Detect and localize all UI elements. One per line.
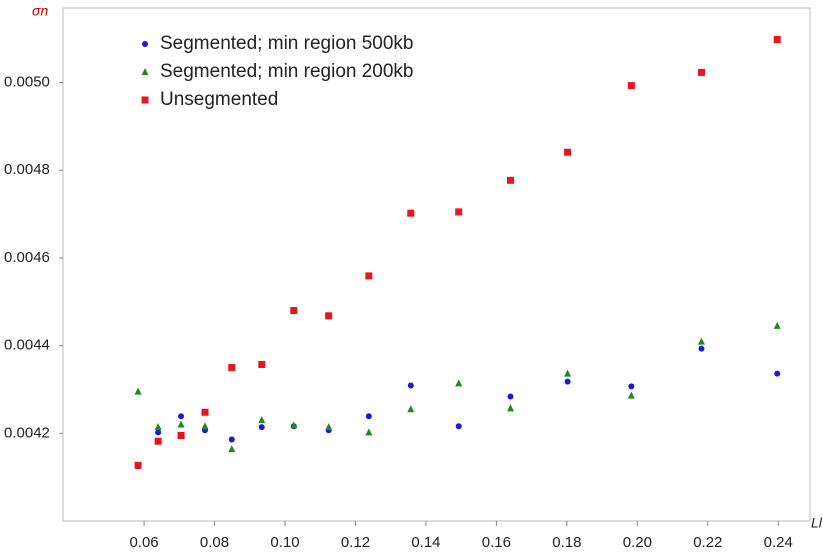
x-tick-label: 0.22	[693, 534, 722, 551]
point	[290, 421, 298, 429]
point	[155, 429, 162, 436]
legend-label: Unsegmented	[160, 89, 278, 110]
point	[697, 337, 705, 345]
y-tick-label: 0.0048	[4, 161, 50, 178]
point	[773, 36, 781, 44]
point	[365, 413, 372, 420]
legend-marker	[141, 68, 149, 75]
point	[258, 360, 266, 368]
point	[201, 422, 209, 430]
point	[177, 420, 185, 428]
point	[506, 404, 514, 412]
y-axis-label: σn	[32, 3, 48, 19]
point	[228, 436, 235, 443]
x-tick-label: 0.10	[270, 534, 299, 551]
legend-label: Segmented; min region 200kb	[160, 61, 414, 82]
point	[697, 68, 705, 76]
x-tick-label: 0.06	[129, 534, 158, 551]
x-tick-label: 0.14	[411, 534, 440, 551]
x-tick-label: 0.16	[482, 534, 511, 551]
point	[290, 307, 298, 315]
point	[506, 176, 514, 184]
point	[407, 209, 415, 217]
legend-marker	[141, 96, 149, 104]
point	[365, 428, 373, 436]
point	[507, 393, 514, 400]
point	[134, 387, 142, 395]
x-tick-label: 0.24	[764, 534, 793, 551]
x-tick-label: 0.08	[200, 534, 229, 551]
point	[627, 82, 635, 90]
point	[178, 413, 185, 420]
x-tick-label: 0.18	[552, 534, 581, 551]
y-tick-label: 0.0042	[4, 424, 50, 441]
point	[627, 391, 635, 399]
point	[698, 345, 705, 352]
point	[228, 445, 236, 453]
point	[177, 432, 185, 439]
point	[455, 379, 463, 387]
x-tick-label: 0.20	[623, 534, 652, 551]
point	[774, 370, 781, 377]
point	[773, 321, 781, 329]
x-axis-label: Ll	[811, 515, 823, 531]
plot-area	[62, 7, 811, 522]
legend-label: Segmented; min region 500kb	[160, 33, 414, 54]
point	[564, 378, 571, 385]
point	[325, 312, 333, 320]
x-tick-label: 0.12	[341, 534, 370, 551]
y-tick-label: 0.0050	[4, 74, 50, 91]
point	[564, 369, 572, 377]
point	[134, 461, 142, 469]
point	[407, 382, 414, 389]
point	[564, 148, 572, 156]
point	[455, 423, 462, 430]
point	[258, 416, 266, 424]
point	[628, 383, 635, 390]
y-tick-label: 0.0044	[4, 337, 50, 354]
point	[228, 364, 236, 372]
point	[154, 423, 162, 431]
point	[325, 423, 333, 431]
point	[258, 424, 265, 431]
point	[154, 437, 162, 445]
y-tick-label: 0.0046	[4, 249, 50, 266]
legend-marker	[142, 41, 148, 47]
point	[201, 408, 209, 416]
point	[407, 405, 415, 413]
point	[365, 272, 373, 280]
point	[455, 208, 463, 216]
